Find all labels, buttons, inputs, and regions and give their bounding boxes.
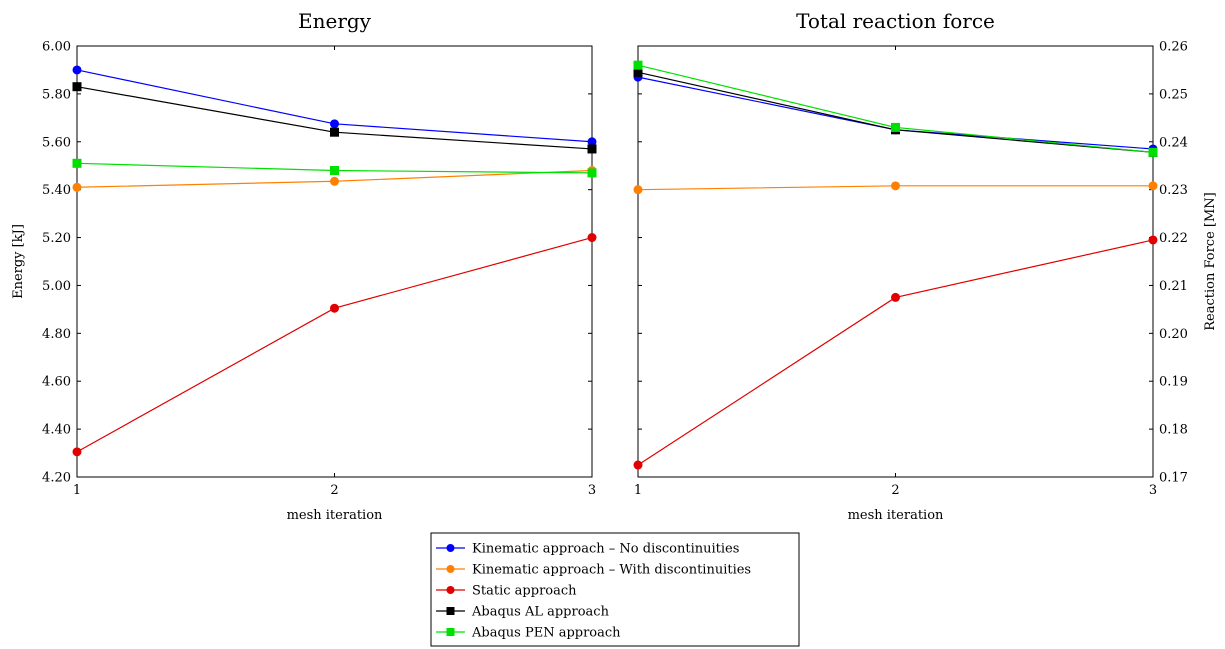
force-y-axis-label: Reaction Force [MN] <box>1203 192 1218 331</box>
energy-y-axis-label: Energy [kJ] <box>11 224 26 299</box>
energy-series-1-point <box>72 182 82 192</box>
legend-swatch-marker <box>446 565 455 573</box>
force-series-1-point <box>1148 181 1158 191</box>
force-ytick-label: 0.25 <box>1159 87 1188 102</box>
force-ytick-label: 0.17 <box>1159 471 1188 486</box>
legend-swatch-marker <box>446 586 455 594</box>
legend-entry-label: Kinematic approach – No discontinuities <box>472 542 739 557</box>
legend-entry-label: Abaqus AL approach <box>471 605 610 620</box>
legend-box <box>430 532 800 647</box>
legend: Kinematic approach – No discontinuities K… <box>430 532 800 647</box>
legend-swatch-marker <box>446 544 455 552</box>
energy-series-0-point <box>72 65 82 75</box>
force-series-line-4 <box>637 64 1154 153</box>
force-chart-title: Total reaction force <box>796 9 995 33</box>
force-ytick-label: 0.23 <box>1159 183 1188 198</box>
force-plot-frame <box>637 45 1154 478</box>
energy-ytick-label: 4.20 <box>42 471 71 486</box>
energy-ytick-label: 5.80 <box>42 87 71 102</box>
force-series-line-2 <box>637 239 1154 466</box>
energy-xtick-label: 2 <box>330 483 338 498</box>
force-series-4-point <box>1148 147 1158 157</box>
energy-series-2-point <box>330 303 339 313</box>
energy-series-line-3 <box>76 86 593 150</box>
force-ytick-label: 0.26 <box>1159 40 1188 55</box>
force-ytick-label: 0.22 <box>1159 231 1188 246</box>
energy-series-2-point <box>72 447 82 457</box>
energy-plot-frame <box>76 45 593 478</box>
force-series-4-point <box>633 60 643 70</box>
force-series-4-point <box>891 122 900 132</box>
energy-ytick-label: 4.40 <box>42 423 71 438</box>
force-ytick-label: 0.18 <box>1159 423 1188 438</box>
force-ytick-label: 0.20 <box>1159 327 1188 342</box>
legend-swatch-marker <box>446 628 455 636</box>
energy-series-3-point <box>72 82 82 92</box>
legend-swatch-marker <box>446 607 455 615</box>
energy-ytick-label: 5.00 <box>42 279 71 294</box>
energy-series-3-point <box>587 144 597 154</box>
legend-entry-label: Abaqus PEN approach <box>471 626 621 641</box>
energy-series-4-point <box>330 166 339 176</box>
force-series-1-point <box>891 181 900 191</box>
force-xtick-label: 2 <box>891 483 899 498</box>
force-series-2-point <box>1148 235 1158 245</box>
force-series-1-point <box>633 185 643 195</box>
energy-xtick-label: 3 <box>588 483 596 498</box>
force-x-axis-label: mesh iteration <box>848 508 944 523</box>
energy-ytick-label: 4.60 <box>42 375 71 390</box>
energy-ytick-label: 5.40 <box>42 183 71 198</box>
energy-ytick-label: 5.20 <box>42 231 71 246</box>
force-series-2-point <box>891 292 900 302</box>
reaction-force-chart: Total reaction force 0.17 0.18 0.19 0.20 0.21… <box>633 9 1218 523</box>
force-xtick-label: 1 <box>634 483 642 498</box>
energy-series-2-point <box>587 233 597 243</box>
energy-series-4-point <box>72 158 82 168</box>
legend-entry-label: Static approach <box>472 584 577 599</box>
force-ytick-label: 0.19 <box>1159 375 1188 390</box>
force-series-2-point <box>633 460 643 470</box>
force-xtick-label: 3 <box>1149 483 1157 498</box>
force-ytick-label: 0.21 <box>1159 279 1188 294</box>
legend-entry-label: Kinematic approach – With discontinuitie… <box>472 563 751 578</box>
force-ytick-label: 0.24 <box>1159 135 1188 150</box>
energy-series-1-point <box>330 176 339 186</box>
energy-ytick-label: 5.60 <box>42 135 71 150</box>
energy-series-4-point <box>587 168 597 178</box>
energy-chart-title: Energy <box>298 9 372 33</box>
force-series-line-0 <box>637 76 1154 150</box>
energy-series-line-2 <box>76 236 593 453</box>
energy-ytick-label: 6.00 <box>42 40 71 55</box>
energy-x-axis-label: mesh iteration <box>287 508 383 523</box>
energy-series-3-point <box>330 127 339 137</box>
energy-series-0-point <box>330 119 339 129</box>
energy-xtick-label: 1 <box>73 483 81 498</box>
energy-ytick-label: 4.80 <box>42 327 71 342</box>
energy-chart: Energy 4.20 4.40 4.60 4.80 5.00 5.20 5.40 5.60 5.… <box>11 9 597 523</box>
